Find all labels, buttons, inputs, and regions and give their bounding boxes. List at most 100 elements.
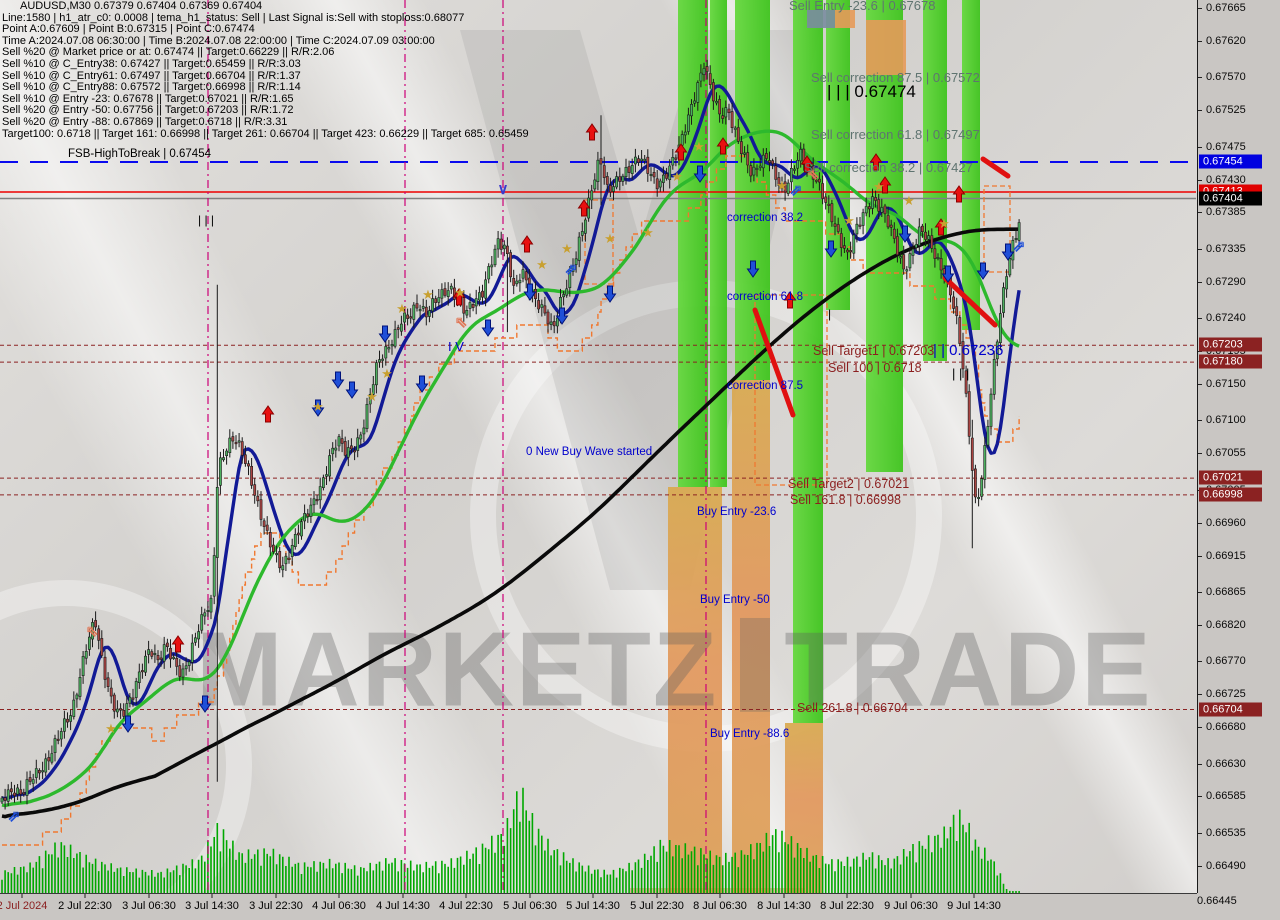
price-highlight-label: 0.66704 — [1199, 702, 1262, 717]
buy-arrow-icon — [824, 240, 838, 258]
signal-band-green — [866, 0, 903, 472]
buy-arrow-icon — [311, 399, 325, 417]
watermark: MARKETZ TRADE — [196, 617, 1151, 723]
channel-box — [754, 294, 828, 486]
price-highlight-label: 0.67180 — [1199, 354, 1262, 369]
time-axis-label: 5 Jul 06:30 — [503, 900, 557, 912]
time-axis-label: 3 Jul 14:30 — [185, 900, 239, 912]
ma-medium-line — [1, 129, 1020, 808]
buy-arrow-icon — [603, 285, 617, 303]
time-axis-label: 9 Jul 14:30 — [947, 900, 1001, 912]
time-axis-label: 4 Jul 06:30 — [312, 900, 366, 912]
fib-zone-orange — [732, 380, 770, 893]
buy-arrow-icon — [415, 375, 429, 393]
price-tick-mark — [1198, 522, 1202, 524]
time-axis-label: 3 Jul 22:30 — [249, 900, 303, 912]
price-tick-mark — [1198, 624, 1202, 626]
sell-arrow-icon — [520, 235, 534, 253]
red-trend-segment — [980, 156, 1011, 179]
price-tick-mark — [1198, 796, 1202, 798]
star-marker-icon: ★ — [776, 178, 788, 193]
star-marker-icon: ★ — [938, 216, 950, 231]
time-axis-label: 2 Jul 2024 — [0, 900, 48, 912]
volume-histogram — [1, 787, 1020, 893]
buy-arrow-icon — [481, 319, 495, 337]
axis-strip-orange — [630, 888, 805, 893]
sell-arrow-icon — [952, 185, 966, 203]
signal-band-green — [735, 0, 770, 380]
hollow-arrow-icon: ⇗ — [8, 808, 21, 825]
price-tick-mark — [1198, 110, 1202, 112]
price-tick-label: 0.67525 — [1206, 104, 1246, 117]
price-tick-mark — [1198, 453, 1202, 455]
price-scale[interactable]: 0.67665 0.67620 0.67570 0.67525 0.67475 0.674… — [1197, 0, 1280, 905]
buy-arrow-icon — [976, 262, 990, 280]
price-tick-label: 0.67475 — [1206, 140, 1246, 153]
sell-arrow-icon — [577, 199, 591, 217]
star-marker-icon: ★ — [604, 231, 616, 246]
ma-slow-line — [1, 227, 1020, 819]
time-axis-label: 5 Jul 22:30 — [630, 900, 684, 912]
price-tick-mark — [1198, 832, 1202, 834]
time-tick-mark — [910, 894, 912, 898]
time-scale[interactable]: 2 Jul 2024 2 Jul 22:30 3 Jul 06:30 3 Jul 14… — [0, 893, 1197, 920]
star-marker-icon: ★ — [903, 193, 915, 208]
price-tick-mark — [1198, 179, 1202, 181]
price-tick-mark — [1198, 763, 1202, 765]
price-tick-mark — [1198, 592, 1202, 593]
red-trend-segment — [752, 307, 796, 418]
price-highlight-label: 0.66998 — [1199, 487, 1262, 502]
star-marker-icon: ★ — [536, 257, 548, 272]
buy-arrow-icon — [523, 283, 537, 301]
price-tick-mark — [1198, 694, 1202, 696]
price-tick-mark — [1198, 555, 1202, 557]
sell-arrow-icon — [869, 153, 883, 171]
star-marker-icon: ★ — [422, 287, 434, 302]
signal-band-green — [962, 0, 980, 330]
price-tick-mark — [1198, 281, 1202, 283]
watermark-bar — [740, 617, 771, 712]
star-marker-icon: ★ — [105, 721, 117, 736]
fib-zone-orange — [668, 487, 722, 893]
sell-arrow-icon — [783, 291, 797, 309]
time-axis-label: 4 Jul 22:30 — [439, 900, 493, 912]
hollow-arrow-icon: ⇗ — [565, 261, 578, 278]
hollow-arrow-salmon-icon: ⇖ — [86, 623, 99, 640]
time-tick-mark — [21, 894, 23, 898]
time-tick-mark — [656, 894, 658, 898]
price-tick-mark — [1198, 865, 1202, 867]
price-tick-label: 0.67055 — [1206, 447, 1246, 460]
time-axis-label: 2 Jul 22:30 — [58, 900, 112, 912]
time-tick-mark — [338, 894, 340, 898]
corner-price-label: 0.66445 — [1197, 895, 1237, 907]
buy-arrow-icon — [941, 265, 955, 283]
price-tick-label: 0.67150 — [1206, 377, 1246, 390]
buy-arrow-icon — [1001, 243, 1015, 261]
info-line: Target100: 0.6718 || Target 161: 0.66998… — [2, 127, 529, 140]
price-tick-mark — [1198, 40, 1202, 42]
price-highlight-label: 0.67454 — [1199, 154, 1262, 169]
hollow-arrow-salmon-icon: ⇖ — [807, 166, 820, 183]
time-tick-mark — [719, 894, 721, 898]
price-tick-label: 0.66865 — [1206, 586, 1246, 598]
star-marker-icon: ★ — [561, 241, 573, 256]
price-tick-label: 0.66820 — [1206, 618, 1246, 631]
time-axis-label: 8 Jul 06:30 — [693, 900, 747, 912]
sell-arrow-icon — [171, 635, 185, 653]
price-tick-mark — [1198, 212, 1202, 214]
watermark-right: TRADE — [784, 610, 1153, 730]
price-tick-label: 0.66535 — [1206, 826, 1246, 839]
sell-arrow-icon — [934, 218, 948, 236]
time-axis-label: 9 Jul 06:30 — [884, 900, 938, 912]
sell-arrow-icon — [800, 155, 814, 173]
time-tick-mark — [529, 894, 531, 898]
price-tick-mark — [1198, 383, 1202, 385]
price-tick-mark — [1198, 318, 1202, 320]
price-tick-label: 0.67620 — [1206, 34, 1246, 47]
hollow-arrow-icon: ⇗ — [1013, 238, 1026, 255]
sell-arrow-icon — [878, 176, 892, 194]
star-marker-icon: ★ — [312, 399, 324, 414]
signal-band-green — [678, 0, 708, 487]
